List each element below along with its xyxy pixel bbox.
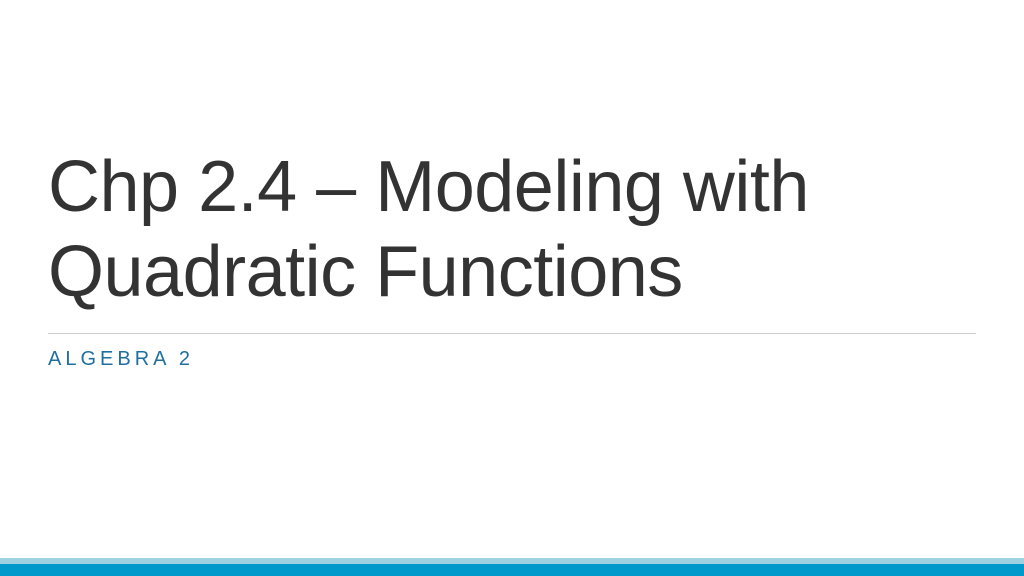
title-divider xyxy=(48,333,976,334)
footer-stripe-main xyxy=(0,564,1024,576)
slide-title: Chp 2.4 – Modeling with Quadratic Functi… xyxy=(48,145,976,315)
footer-accent-bar xyxy=(0,558,1024,576)
slide-container: Chp 2.4 – Modeling with Quadratic Functi… xyxy=(0,0,1024,576)
slide-subtitle: ALGEBRA 2 xyxy=(48,348,976,371)
